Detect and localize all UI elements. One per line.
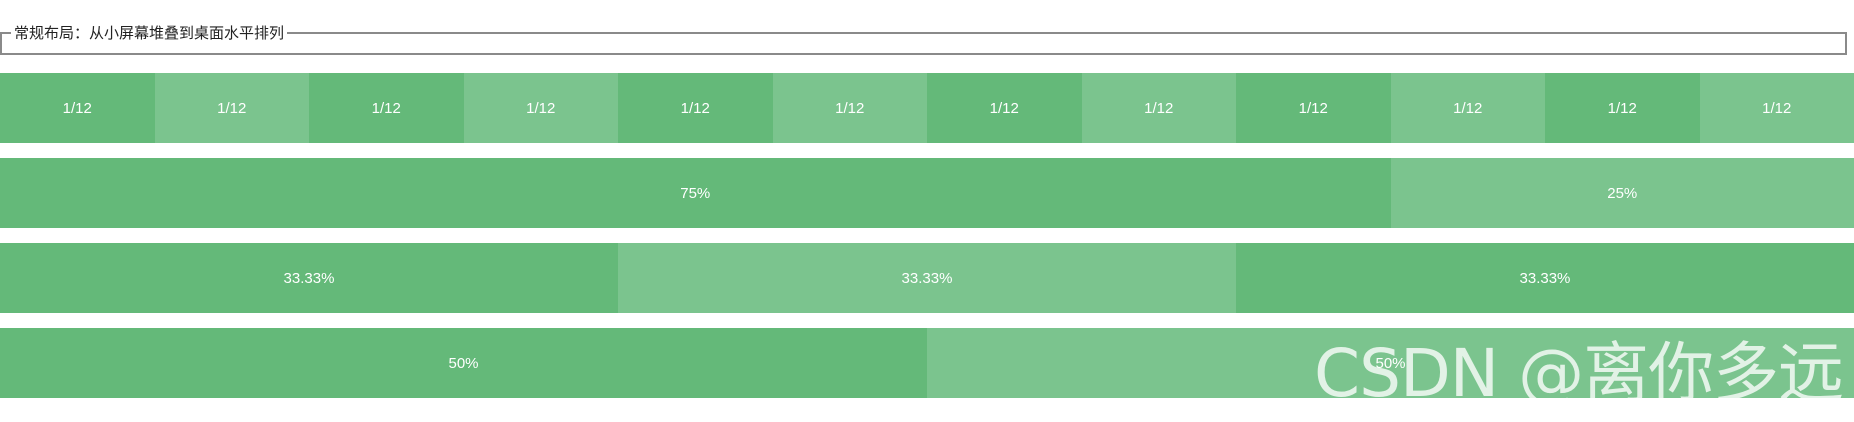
grid-cell-25: 25% — [1390, 158, 1854, 228]
grid-cell-50: 50% — [927, 328, 1854, 398]
grid-cell-1-12: 1/12 — [772, 73, 927, 143]
grid-cell-1-12: 1/12 — [309, 73, 464, 143]
csdn-watermark: CSDN @离你多远 — [1314, 335, 1844, 412]
grid-row-halves: 50% 50% — [0, 328, 1854, 398]
fieldset-legend: 常规布局：从小屏幕堆叠到桌面水平排列 — [11, 24, 288, 42]
grid-cell-1-12: 1/12 — [1545, 73, 1700, 143]
grid-cell-1-12: 1/12 — [618, 73, 773, 143]
fieldset-border — [0, 32, 1847, 55]
grid-row-thirds: 33.33% 33.33% 33.33% — [0, 243, 1854, 313]
grid-cell-75: 75% — [0, 158, 1391, 228]
grid-row-quarters: 75% 25% — [0, 158, 1854, 228]
grid-cell-1-12: 1/12 — [1390, 73, 1545, 143]
grid-cell-33: 33.33% — [0, 243, 618, 313]
grid-cell-1-12: 1/12 — [0, 73, 155, 143]
grid-cell-1-12: 1/12 — [1236, 73, 1391, 143]
grid-cell-1-12: 1/12 — [154, 73, 309, 143]
grid-cell-33: 33.33% — [1235, 243, 1854, 313]
grid-cell-1-12: 1/12 — [1699, 73, 1854, 143]
grid-row-twelfths: 1/12 1/12 1/12 1/12 1/12 1/12 1/12 1/12 … — [0, 73, 1854, 143]
grid-cell-50: 50% — [0, 328, 927, 398]
grid-cell-1-12: 1/12 — [463, 73, 618, 143]
grid-cell-33: 33.33% — [617, 243, 1236, 313]
grid-cell-1-12: 1/12 — [1081, 73, 1236, 143]
grid-cell-1-12: 1/12 — [927, 73, 1082, 143]
